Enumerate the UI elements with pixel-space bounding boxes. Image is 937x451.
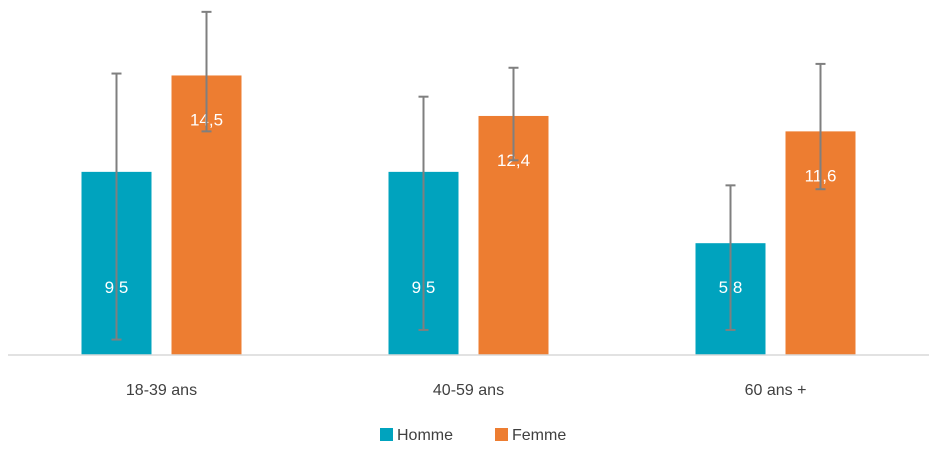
legend-swatch-homme bbox=[380, 428, 393, 441]
category-label-1: 18-39 ans bbox=[126, 382, 197, 399]
category-label-3: 60 ans + bbox=[745, 382, 807, 399]
legend-swatch-femme bbox=[495, 428, 508, 441]
category-label-2: 40-59 ans bbox=[433, 382, 504, 399]
legend-label-femme: Femme bbox=[512, 427, 566, 444]
legend-label-homme: Homme bbox=[397, 427, 453, 444]
